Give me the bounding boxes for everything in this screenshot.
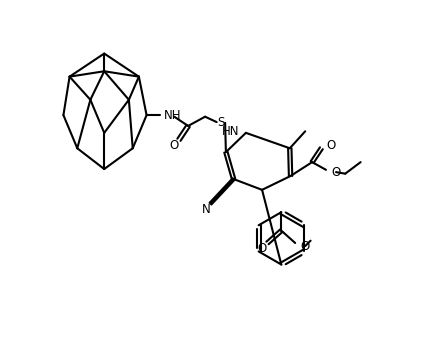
Text: S: S bbox=[217, 116, 224, 130]
Text: O: O bbox=[257, 242, 267, 255]
Text: NH: NH bbox=[163, 108, 181, 122]
Text: HN: HN bbox=[222, 125, 240, 138]
Text: O: O bbox=[169, 139, 178, 153]
Text: O: O bbox=[331, 166, 340, 178]
Text: O: O bbox=[327, 139, 336, 153]
Text: N: N bbox=[201, 203, 210, 216]
Text: O: O bbox=[301, 239, 310, 253]
